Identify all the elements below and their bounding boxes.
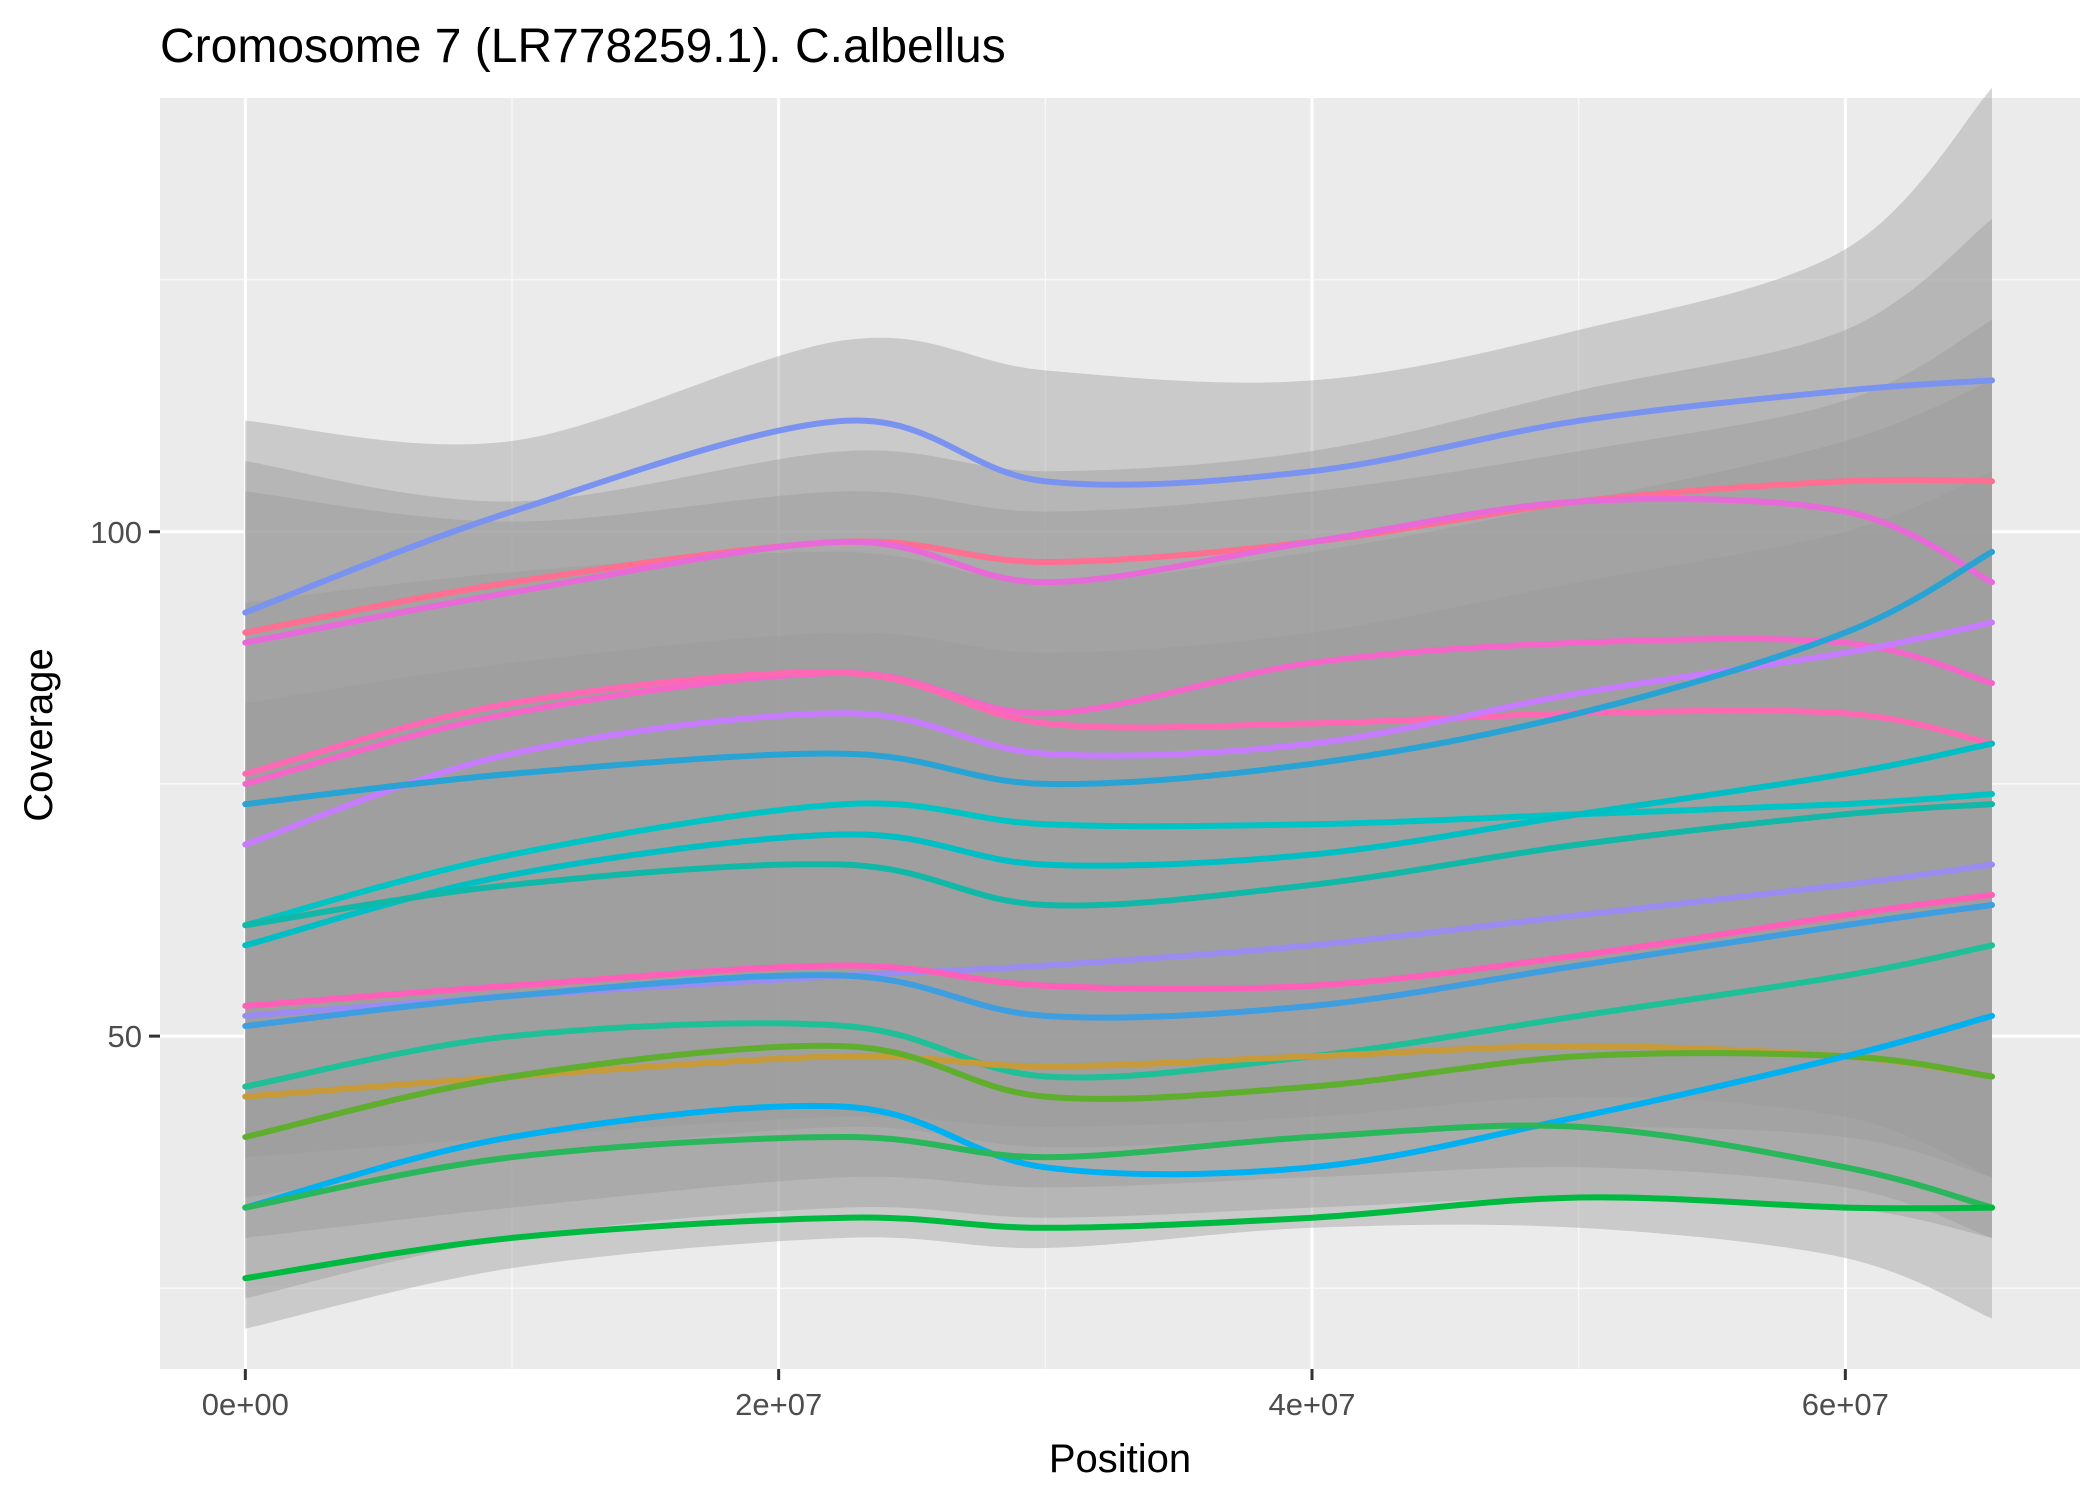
series-line-14 [242, 942, 1995, 1090]
confidence-band-3 [245, 319, 1992, 1178]
y-tick-label: 100 [90, 515, 142, 550]
chart-title: Cromosome 7 (LR778259.1). C.albellus [160, 20, 1006, 73]
x-tick-label: 4e+07 [1268, 1387, 1355, 1422]
series-line-4 [242, 635, 1995, 787]
major-gridlines [160, 98, 2080, 1369]
confidence-band-4 [245, 380, 1992, 1299]
y-axis-title: Coverage [17, 648, 61, 821]
x-tick-label: 2e+07 [735, 1387, 822, 1422]
x-tick-label: 6e+07 [1802, 1387, 1889, 1422]
x-tick-label: 0e+00 [202, 1387, 289, 1422]
y-tick-label: 50 [108, 1019, 142, 1054]
series-line-5 [242, 669, 1995, 777]
series-line-18 [242, 1122, 1995, 1211]
minor-gridlines [160, 98, 2080, 1369]
series-line-9 [242, 740, 1995, 949]
series-line-1 [242, 377, 1995, 616]
series-line-10 [242, 801, 1995, 929]
x-axis-title: Position [1049, 1437, 1191, 1481]
y-axis-ticks: 50 100 [90, 515, 160, 1054]
series-line-17 [242, 1012, 1995, 1211]
series-line-19 [242, 1194, 1995, 1282]
series-line-8 [242, 791, 1995, 929]
x-axis-ticks: 0e+00 2e+07 4e+07 6e+07 [202, 1369, 1889, 1422]
series-lines [242, 377, 1995, 1282]
series-line-6 [242, 619, 1995, 848]
series-line-16 [242, 1042, 1995, 1140]
series-line-2 [242, 476, 1995, 636]
series-line-13 [242, 902, 1995, 1029]
plot-panel [160, 98, 2080, 1369]
series-line-7 [242, 548, 1995, 808]
series-line-3 [242, 495, 1995, 646]
confidence-band-5 [245, 471, 1992, 1198]
series-line-12 [242, 891, 1995, 1009]
